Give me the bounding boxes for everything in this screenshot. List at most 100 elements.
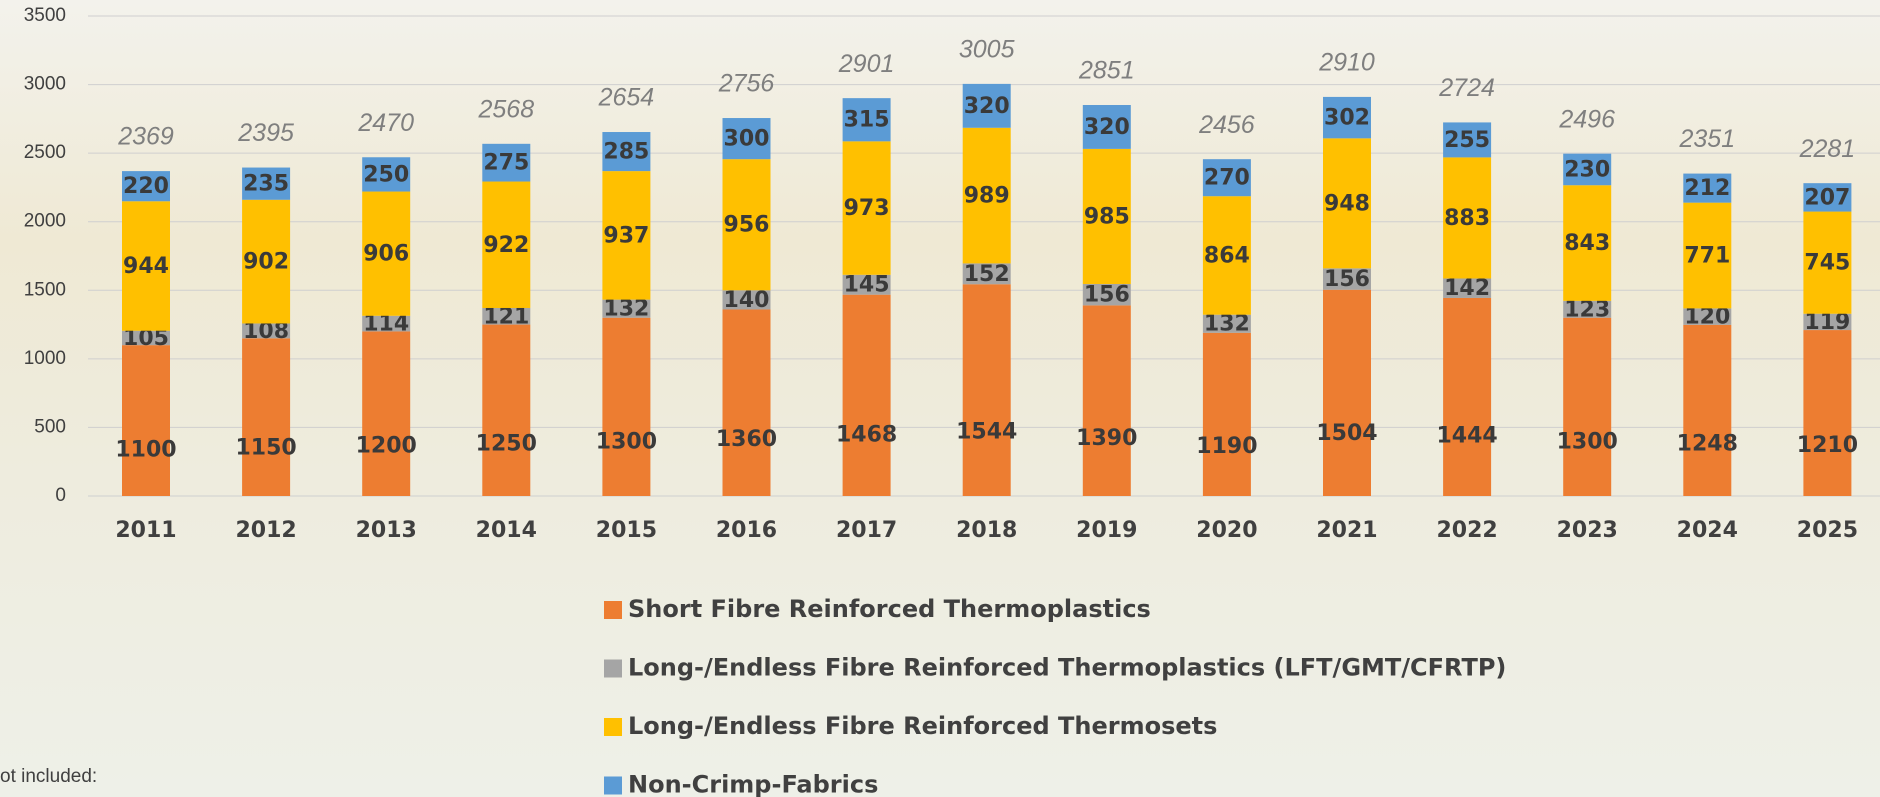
value-label: 320 [1084,115,1130,140]
bar-segment [602,318,650,496]
y-tick-label: 2000 [24,211,66,232]
value-label: 864 [1204,243,1250,268]
bar-segment [1443,298,1491,496]
chart: ot included: 050010001500200025003000350… [0,0,1880,797]
value-label: 1300 [1557,430,1618,455]
value-label: 985 [1084,204,1130,229]
value-label: 285 [603,140,649,165]
value-label: 1100 [115,438,176,463]
total-label: 2395 [237,119,294,147]
value-label: 207 [1804,185,1850,210]
x-tick-label: 2023 [1557,518,1618,543]
value-label: 1190 [1196,434,1257,459]
value-label: 255 [1444,128,1490,153]
value-label: 132 [1204,312,1250,337]
total-label: 2910 [1318,49,1375,77]
value-label: 956 [724,213,770,238]
value-label: 235 [243,172,289,197]
y-tick-label: 3000 [24,74,66,95]
value-label: 152 [964,262,1010,287]
x-tick-label: 2024 [1677,518,1738,543]
x-tick-label: 2016 [716,518,777,543]
value-label: 1150 [235,436,296,461]
value-label: 973 [844,196,890,221]
total-label: 2470 [357,109,414,137]
total-label: 2724 [1438,74,1495,102]
value-label: 1250 [476,432,537,457]
value-label: 944 [123,254,169,279]
total-label: 2281 [1799,135,1856,163]
total-label: 2456 [1198,111,1255,139]
value-label: 1544 [956,419,1017,444]
value-label: 315 [844,108,890,133]
y-tick-label: 3500 [24,5,66,26]
value-label: 745 [1804,251,1850,276]
value-label: 1248 [1677,432,1738,457]
legend-swatch [604,718,622,736]
x-tick-label: 2014 [476,518,537,543]
total-label: 2496 [1558,105,1615,133]
bar-segment [1683,325,1731,496]
note: ot included: [0,766,97,787]
x-tick-label: 2013 [356,518,417,543]
x-tick-label: 2021 [1316,518,1377,543]
x-tick-label: 2019 [1076,518,1137,543]
value-label: 771 [1684,244,1730,269]
bar-segment [963,284,1011,496]
legend-swatch [604,660,622,678]
value-label: 989 [964,184,1010,209]
value-label: 1300 [596,430,657,455]
value-label: 142 [1444,276,1490,301]
x-tick-label: 2011 [115,518,176,543]
total-label: 2369 [117,123,174,151]
legend-label: Long-/Endless Fibre Reinforced Thermoset… [628,712,1217,740]
value-label: 937 [603,223,649,248]
legend-label: Long-/Endless Fibre Reinforced Thermopla… [628,654,1506,682]
legend-swatch [604,777,622,795]
total-label: 2654 [598,84,655,112]
value-label: 1390 [1076,426,1137,451]
value-label: 1360 [716,427,777,452]
total-label: 2568 [477,95,534,123]
value-label: 902 [243,250,289,275]
bar-segment [362,331,410,496]
value-label: 300 [724,127,770,152]
bar-segment [1803,330,1851,496]
value-label: 132 [603,297,649,322]
bar-segment [122,345,170,496]
value-label: 270 [1204,166,1250,191]
bar-segment [1203,333,1251,496]
x-tick-label: 2015 [596,518,657,543]
value-label: 140 [724,288,770,313]
x-tick-label: 2020 [1196,518,1257,543]
value-label: 320 [964,94,1010,119]
y-tick-label: 1500 [24,279,66,300]
y-tick-label: 0 [55,485,66,506]
y-tick-label: 500 [34,416,66,437]
bar-segment [1563,318,1611,496]
total-label: 2351 [1678,125,1735,153]
x-tick-label: 2025 [1797,518,1858,543]
total-label: 2901 [838,50,895,78]
value-label: 123 [1564,297,1610,322]
bar-segment [723,309,771,496]
bar-segment [1083,305,1131,496]
value-label: 1200 [356,434,417,459]
value-label: 275 [483,151,529,176]
value-label: 145 [844,273,890,298]
x-tick-label: 2022 [1436,518,1497,543]
x-tick-label: 2012 [235,518,296,543]
y-tick-label: 2500 [24,142,66,163]
value-label: 948 [1324,191,1370,216]
x-tick-label: 2018 [956,518,1017,543]
value-label: 883 [1444,206,1490,231]
value-label: 906 [363,242,409,267]
value-label: 121 [483,304,529,329]
bar-segment [1323,290,1371,496]
bar-segment [242,338,290,496]
bar-segment [482,325,530,496]
value-label: 1504 [1316,421,1377,446]
value-label: 250 [363,162,409,187]
value-label: 302 [1324,106,1370,131]
legend-swatch [604,601,622,619]
